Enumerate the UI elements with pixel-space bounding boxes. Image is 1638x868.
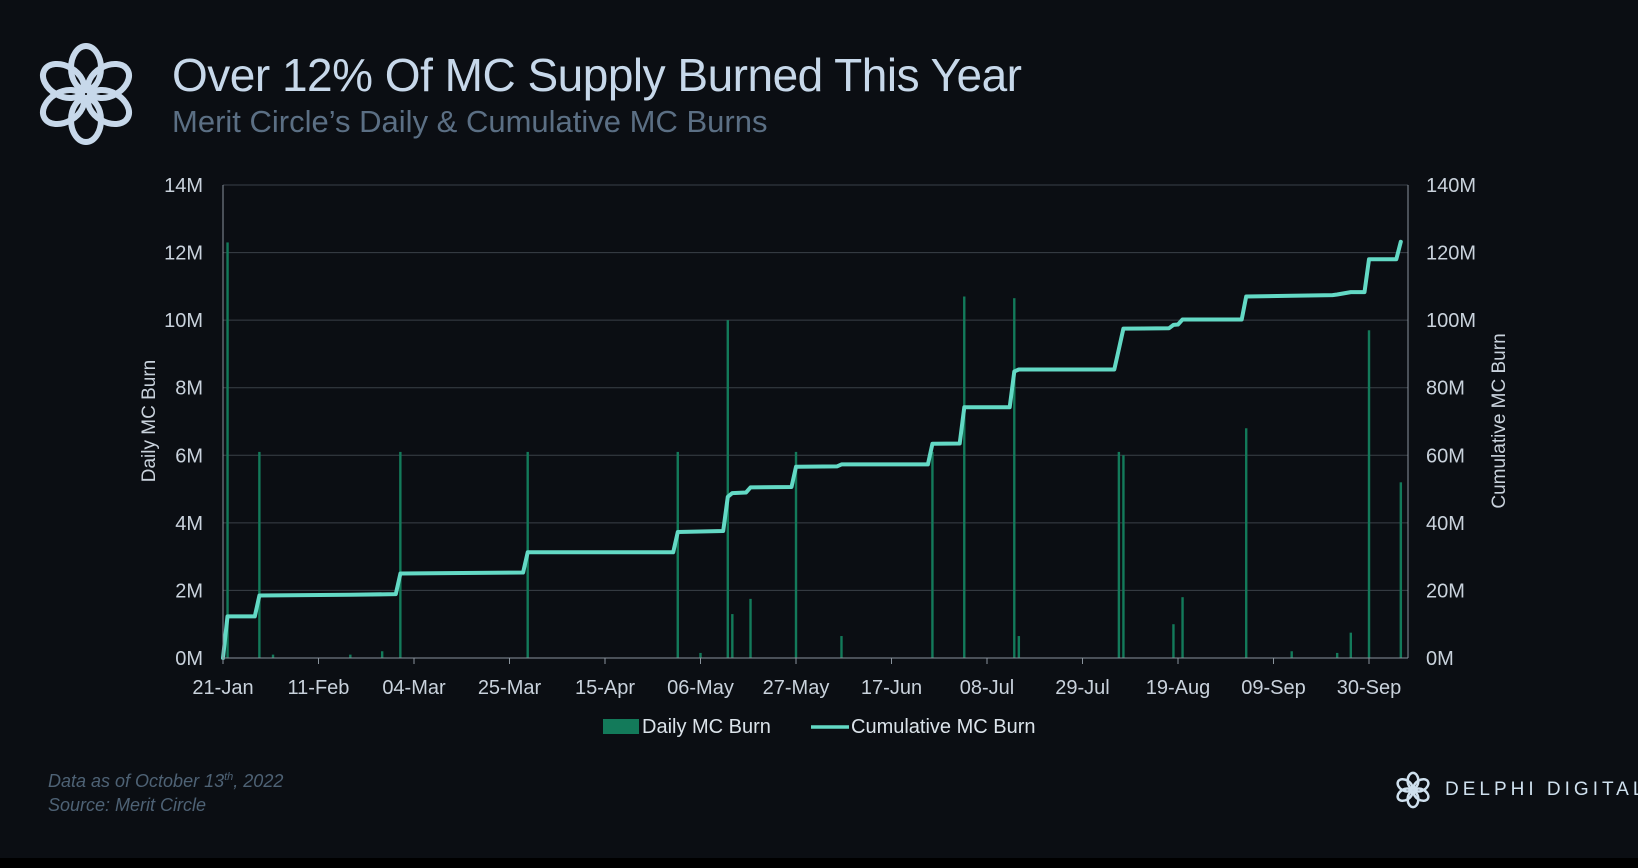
- daily-burn-bar: [676, 451, 679, 658]
- daily-burn-bar: [963, 296, 966, 658]
- y-tick-label: 0M: [175, 648, 203, 670]
- brand-name: DELPHI DIGITAL: [1445, 779, 1638, 800]
- y-tick-label: 10M: [164, 310, 203, 332]
- daily-burn-bar: [271, 654, 275, 658]
- x-tick-label: 19-Aug: [1146, 677, 1211, 699]
- daily-burn-bar: [1399, 482, 1403, 658]
- y-tick-label: 4M: [175, 513, 203, 535]
- chart-title: Over 12% Of MC Supply Burned This Year: [172, 49, 1022, 101]
- daily-burn-bar: [226, 242, 229, 658]
- footnote: Data as of October 13th, 2022 Source: Me…: [48, 765, 283, 817]
- right-y-ticks: 0M 20M 40M 60M 80M 100M 120M 140M: [1426, 175, 1476, 670]
- x-tick-label: 21-Jan: [192, 677, 253, 699]
- x-tick-label: 27-May: [763, 677, 830, 699]
- x-tick-label: 30-Sep: [1337, 677, 1402, 699]
- daily-burn-bar: [840, 636, 843, 658]
- legend: Daily MC Burn Cumulative MC Burn: [603, 716, 1036, 738]
- daily-burn-bar: [1349, 632, 1353, 658]
- daily-burn-bar: [349, 654, 352, 658]
- y2-axis-title: Cumulative MC Burn: [1489, 333, 1510, 508]
- daily-burn-bar: [380, 651, 384, 658]
- delphi-digital-brand: DELPHI DIGITAL: [1393, 768, 1638, 812]
- daily-burn-bar: [699, 652, 702, 658]
- y-tick-label: 14M: [164, 175, 203, 197]
- y-tick-label: 6M: [175, 445, 203, 467]
- daily-burn-bar: [1172, 624, 1175, 658]
- y-axis-title: Daily MC Burn: [139, 360, 160, 482]
- daily-burn-bars: [226, 242, 1403, 658]
- axes: [222, 185, 1409, 659]
- daily-burn-bar: [1117, 451, 1121, 658]
- legend-swatch-daily: [603, 719, 639, 734]
- daily-burn-bar: [726, 320, 729, 658]
- daily-burn-bar: [1367, 330, 1371, 658]
- legend-label-daily: Daily MC Burn: [642, 716, 771, 738]
- data-as-of-note: Data as of October 13th, 2022: [48, 771, 284, 791]
- daily-burn-bar: [1335, 652, 1339, 658]
- daily-burn-bar: [794, 451, 798, 658]
- daily-burn-bar: [731, 614, 734, 658]
- left-y-ticks: 0M 2M 4M 6M 8M 10M 12M 14M: [164, 175, 203, 670]
- daily-burn-bar: [1122, 455, 1125, 658]
- x-tick-label: 04-Mar: [382, 677, 446, 699]
- y2-tick-label: 140M: [1426, 175, 1476, 197]
- x-tick-label: 09-Sep: [1241, 677, 1306, 699]
- daily-burn-bar: [1013, 298, 1016, 658]
- x-tick-label: 17-Jun: [861, 677, 922, 699]
- source-note: Source: Merit Circle: [48, 795, 207, 815]
- daily-burn-bar: [1181, 597, 1184, 658]
- daily-burn-bar: [1290, 651, 1293, 658]
- x-tick-label: 06-May: [667, 677, 734, 699]
- cumulative-burn-line: [221, 239, 1403, 660]
- y2-tick-label: 20M: [1426, 580, 1465, 602]
- x-tick-label: 11-Feb: [288, 677, 350, 699]
- daily-burn-bar: [258, 451, 261, 658]
- x-tick-label: 15-Apr: [575, 677, 635, 699]
- y2-tick-label: 80M: [1426, 378, 1465, 400]
- x-ticks: 21-Jan 11-Feb 04-Mar 25-Mar 15-Apr 06-May 27-M…: [192, 658, 1401, 699]
- y2-tick-label: 40M: [1426, 513, 1465, 535]
- y2-tick-label: 120M: [1426, 243, 1476, 265]
- y-tick-label: 2M: [175, 580, 203, 602]
- chart-subtitle: Merit Circle’s Daily & Cumulative MC Bur…: [172, 104, 768, 139]
- x-tick-label: 25-Mar: [478, 677, 542, 699]
- daily-burn-bar: [1017, 636, 1021, 658]
- daily-burn-bar: [1245, 428, 1248, 658]
- y2-tick-label: 100M: [1426, 310, 1476, 332]
- daily-burn-bar: [931, 451, 934, 658]
- y2-tick-label: 0M: [1426, 648, 1454, 670]
- y-tick-label: 12M: [164, 243, 203, 265]
- x-tick-label: 08-Jul: [960, 677, 1014, 699]
- daily-burn-bar: [749, 598, 752, 658]
- y-tick-label: 8M: [175, 378, 203, 400]
- x-tick-label: 29-Jul: [1055, 677, 1109, 699]
- delphi-knot-icon: [1396, 771, 1430, 809]
- y2-tick-label: 60M: [1426, 445, 1465, 467]
- daily-burn-bar: [399, 451, 402, 658]
- cumulative-line-layer: [221, 239, 1403, 660]
- legend-label-cumulative: Cumulative MC Burn: [851, 716, 1036, 738]
- merit-circle-knot-icon: [40, 43, 132, 145]
